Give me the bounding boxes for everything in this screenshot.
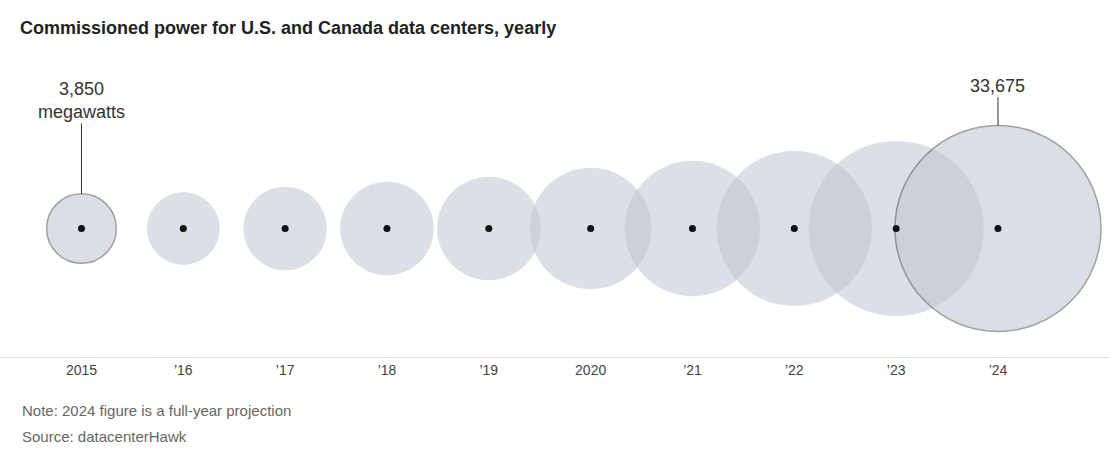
svg-text:’19: ’19 [479, 362, 498, 378]
svg-text:’24: ’24 [989, 362, 1008, 378]
svg-text:2015: 2015 [66, 362, 97, 378]
svg-text:33,675: 33,675 [970, 76, 1025, 96]
svg-text:3,850megawatts: 3,850megawatts [38, 79, 125, 122]
svg-text:’18: ’18 [378, 362, 397, 378]
svg-text:’17: ’17 [276, 362, 295, 378]
svg-text:Commissioned power for U.S. an: Commissioned power for U.S. and Canada d… [20, 18, 556, 38]
svg-text:’16: ’16 [174, 362, 193, 378]
svg-text:2020: 2020 [575, 362, 606, 378]
svg-text:Note: 2024 figure is a full-ye: Note: 2024 figure is a full-year project… [22, 402, 291, 419]
svg-text:’21: ’21 [683, 362, 702, 378]
svg-text:’23: ’23 [887, 362, 906, 378]
svg-text:Source: datacenterHawk: Source: datacenterHawk [22, 428, 187, 445]
svg-text:’22: ’22 [785, 362, 804, 378]
